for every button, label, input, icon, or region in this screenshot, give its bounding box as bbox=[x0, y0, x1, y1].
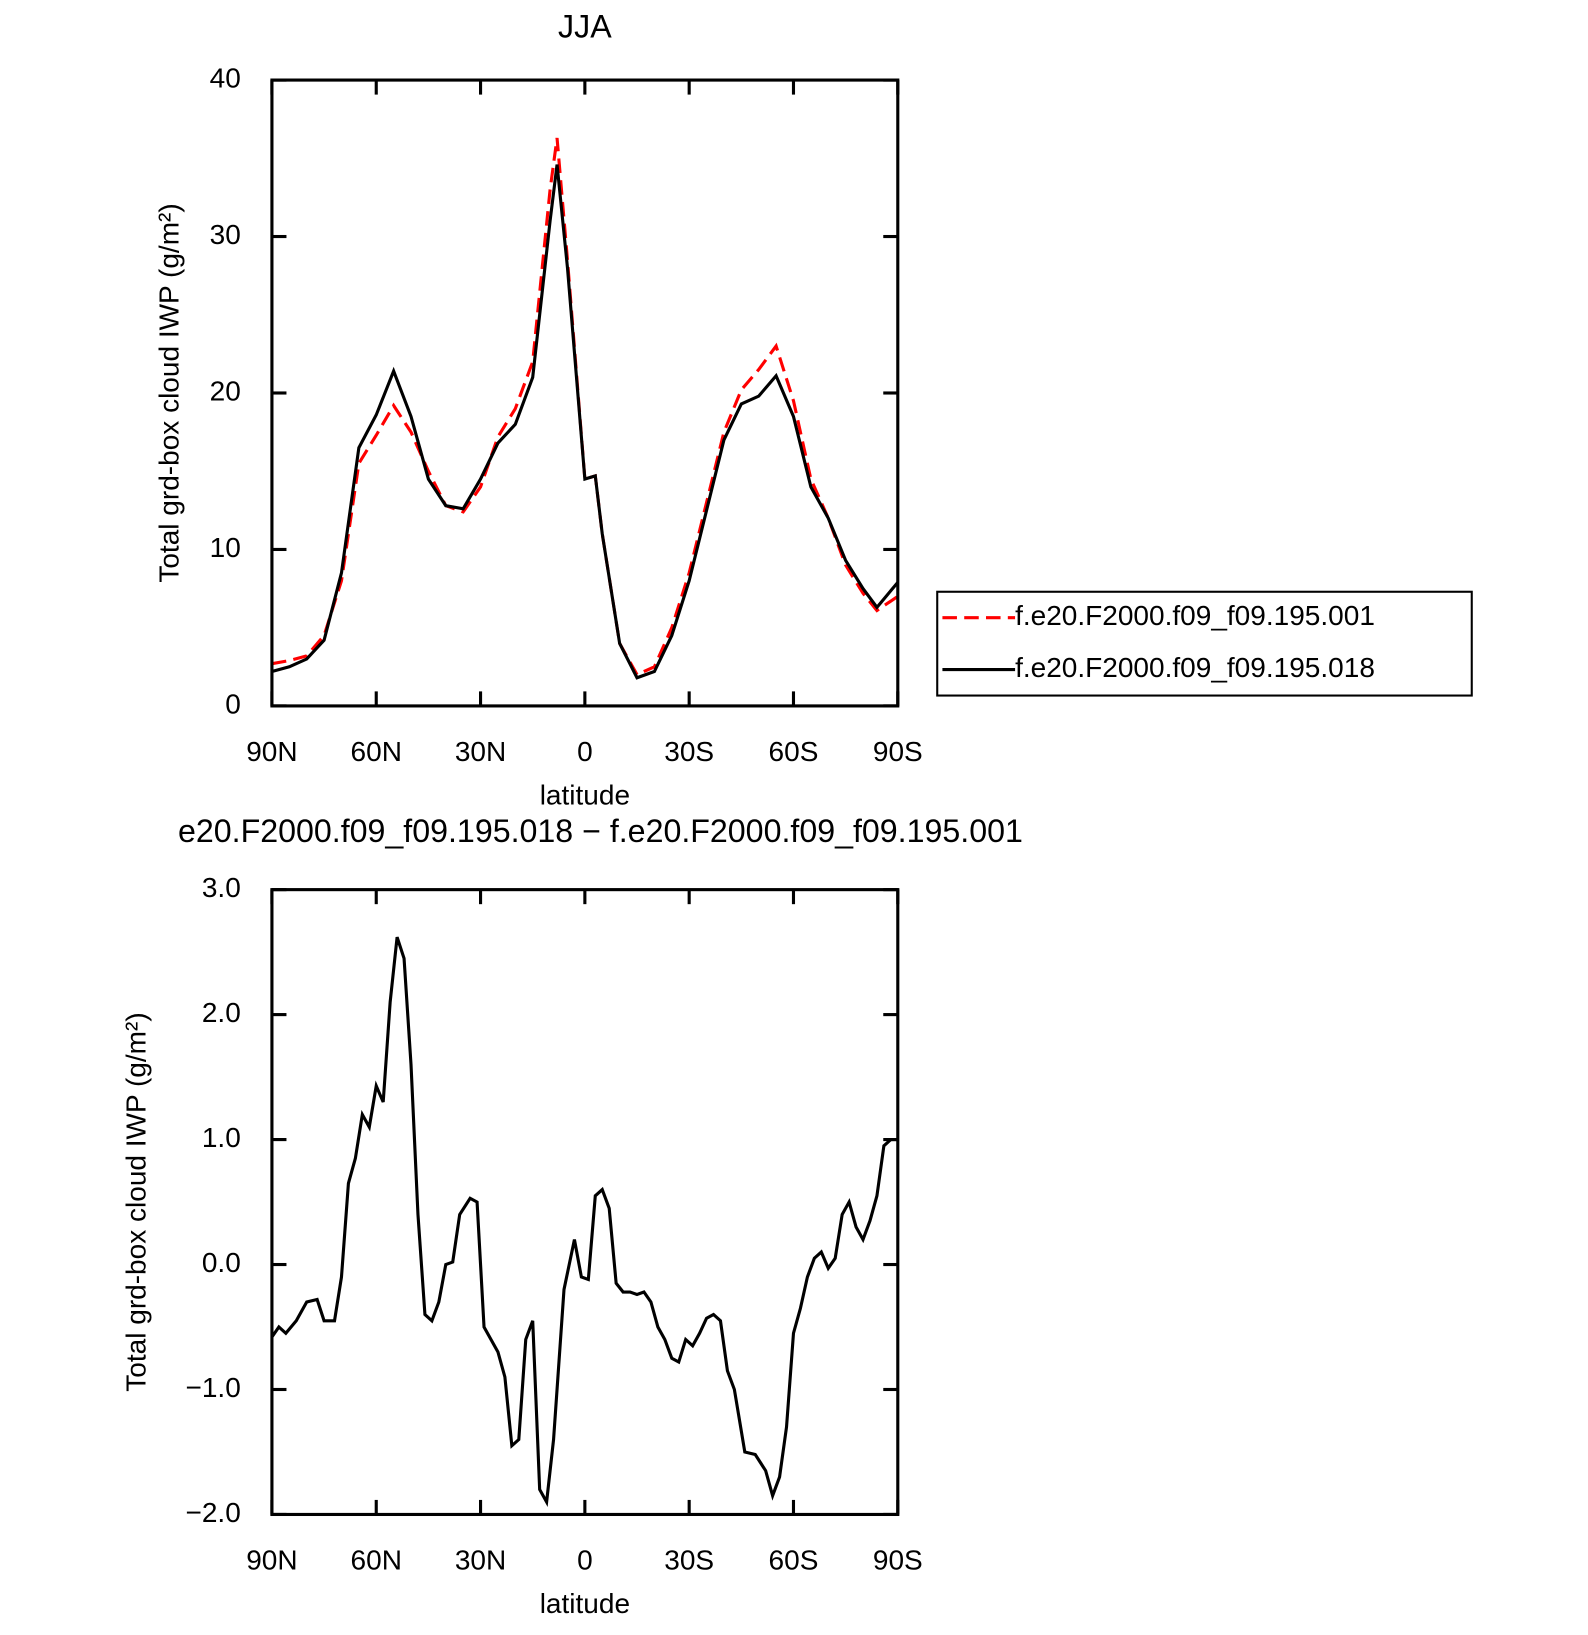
legend-label: f.e20.F2000.f09_f09.195.018 bbox=[1015, 652, 1375, 683]
x-tick-label: 30S bbox=[664, 736, 714, 767]
x-tick-label: 30S bbox=[664, 1545, 714, 1576]
chart-title: e20.F2000.f09_f09.195.018 − f.e20.F2000.… bbox=[178, 813, 1023, 849]
x-tick-label: 0 bbox=[577, 736, 593, 767]
x-axis-label: latitude bbox=[540, 1588, 630, 1619]
legend-label: f.e20.F2000.f09_f09.195.001 bbox=[1015, 600, 1375, 631]
x-tick-label: 60N bbox=[351, 736, 402, 767]
x-tick-label: 30N bbox=[455, 1545, 506, 1576]
y-tick-label: 2.0 bbox=[202, 997, 241, 1028]
x-tick-label: 60S bbox=[769, 736, 819, 767]
x-axis-label: latitude bbox=[540, 780, 630, 811]
legend-box bbox=[936, 590, 1473, 697]
y-tick-label: 0 bbox=[225, 688, 241, 719]
y-tick-label: 30 bbox=[210, 219, 241, 250]
x-tick-label: 60N bbox=[351, 1545, 402, 1576]
plot-frame bbox=[270, 888, 900, 1517]
y-tick-label: 20 bbox=[210, 375, 241, 406]
x-tick-label: 90S bbox=[873, 736, 923, 767]
y-axis-label: Total grd-box cloud IWP (g/m²) bbox=[154, 203, 185, 582]
y-tick-label: 40 bbox=[210, 62, 241, 93]
y-axis-label: Total grd-box cloud IWP (g/m²) bbox=[120, 1012, 151, 1391]
y-tick-label: −2.0 bbox=[185, 1497, 240, 1528]
data-line bbox=[271, 164, 899, 680]
y-tick-label: 1.0 bbox=[202, 1122, 241, 1153]
y-tick-label: 3.0 bbox=[202, 872, 241, 903]
y-tick-label: −1.0 bbox=[185, 1372, 240, 1403]
x-tick-label: 90N bbox=[246, 736, 297, 767]
x-tick-label: 30N bbox=[455, 736, 506, 767]
x-tick-label: 90N bbox=[246, 1545, 297, 1576]
chart-title: JJA bbox=[558, 9, 612, 45]
x-tick-label: 0 bbox=[577, 1545, 593, 1576]
data-line bbox=[271, 137, 899, 677]
data-line bbox=[270, 936, 898, 1507]
plot-frame bbox=[270, 78, 900, 708]
y-tick-label: 10 bbox=[210, 532, 241, 563]
x-tick-label: 90S bbox=[873, 1545, 923, 1576]
x-tick-label: 60S bbox=[769, 1545, 819, 1576]
y-tick-label: 0.0 bbox=[202, 1247, 241, 1278]
